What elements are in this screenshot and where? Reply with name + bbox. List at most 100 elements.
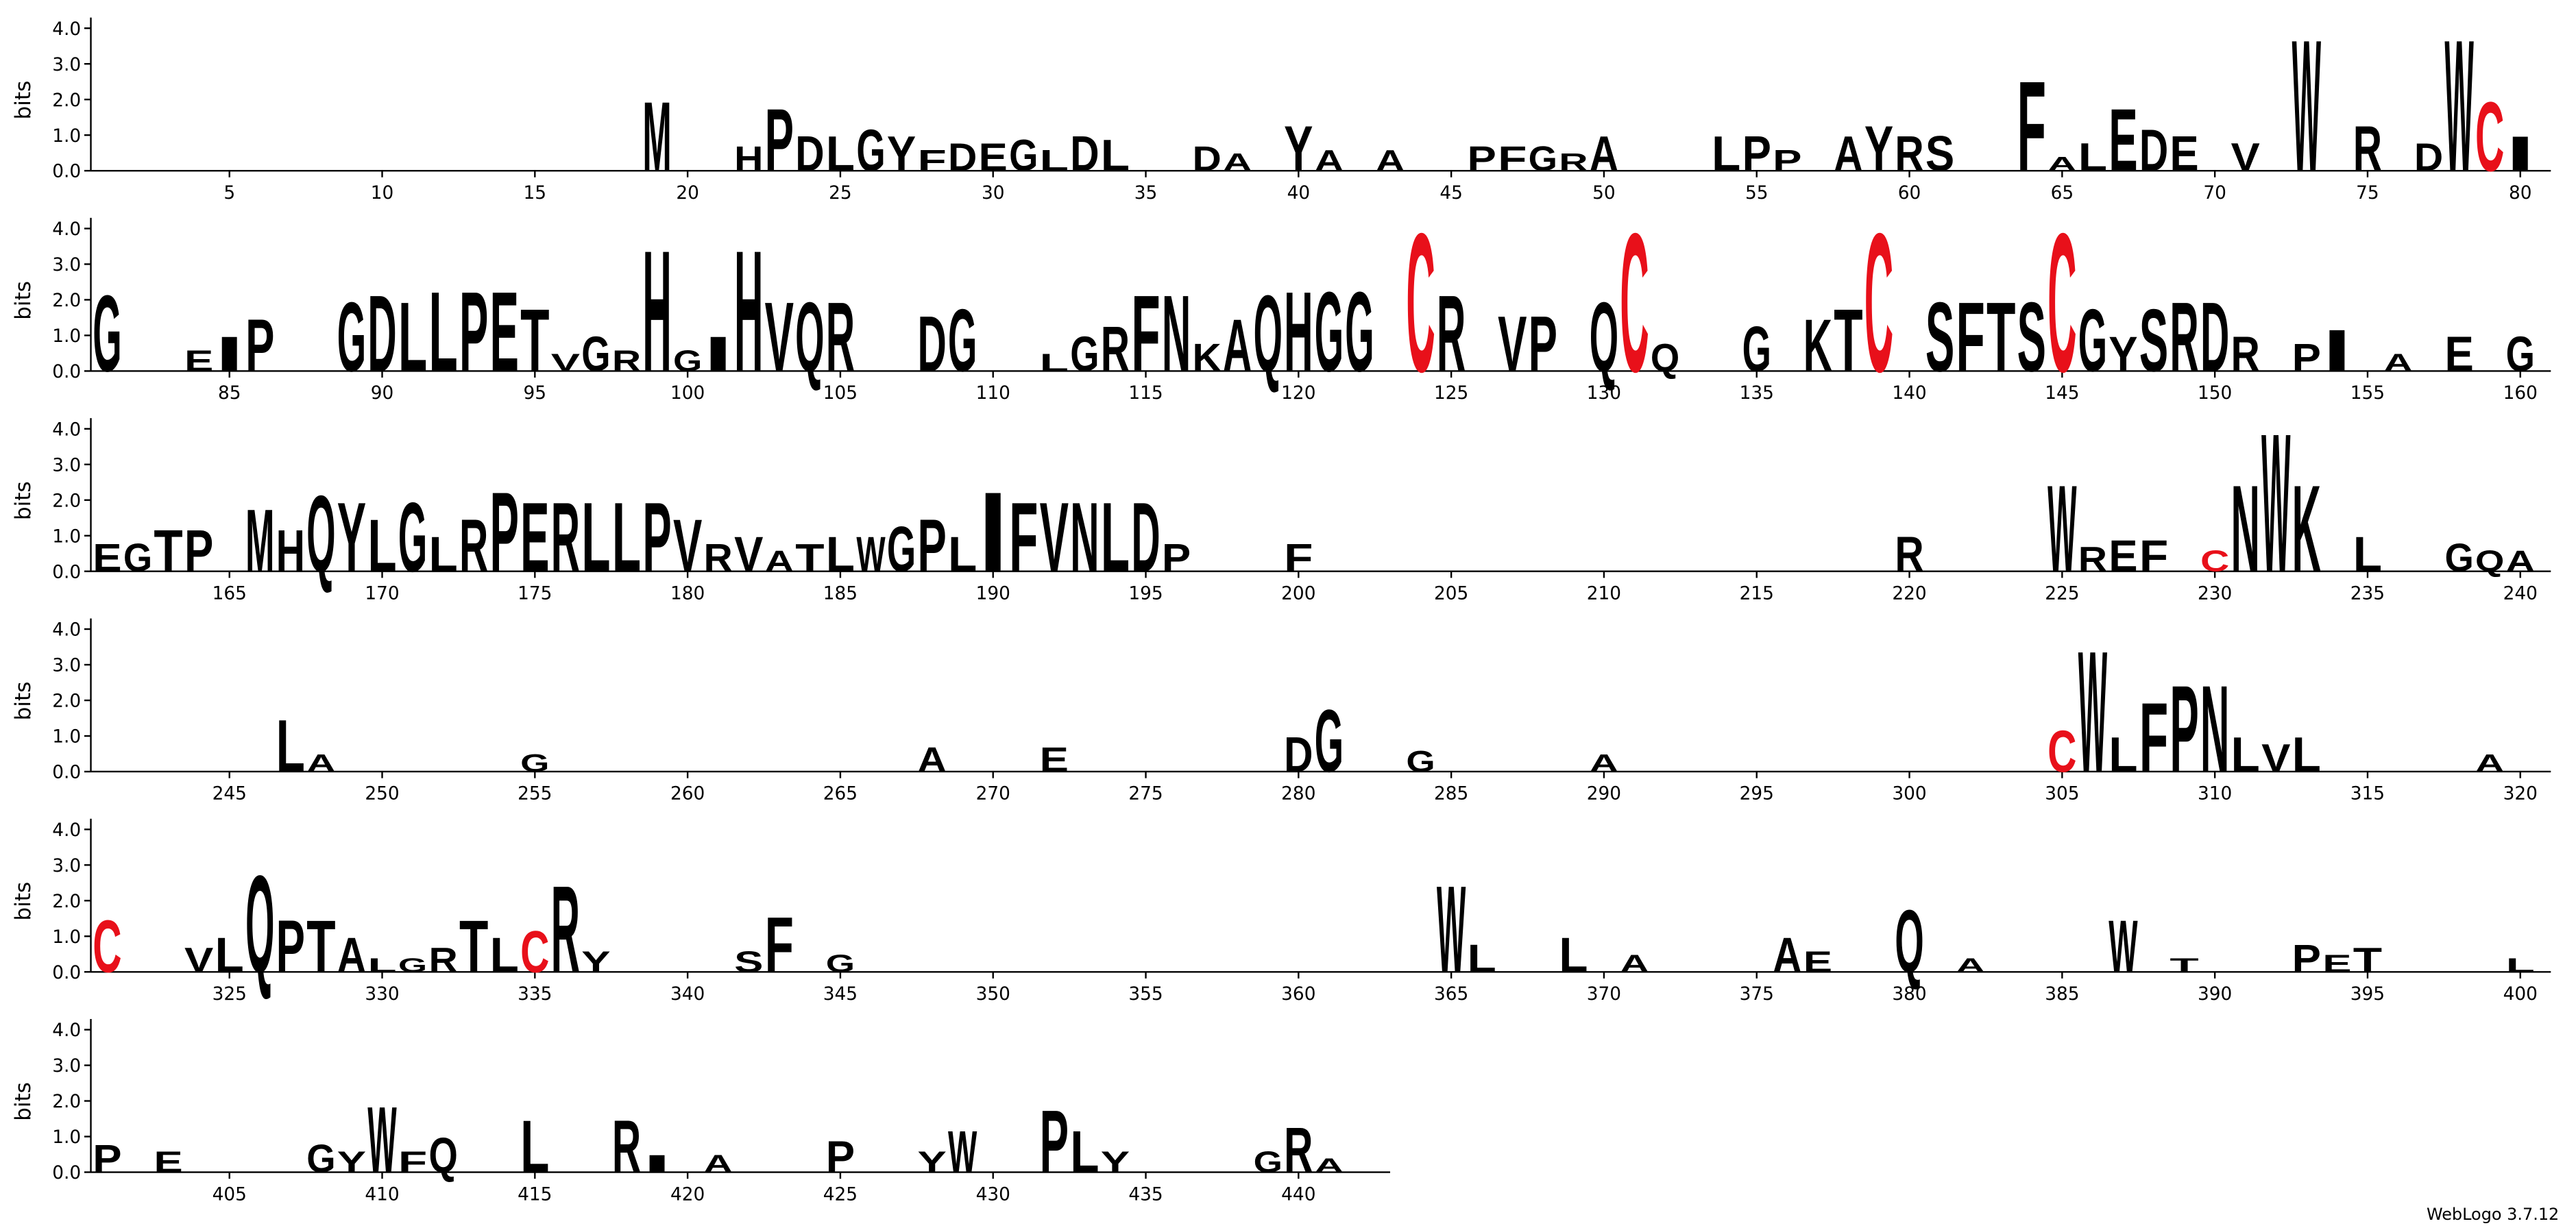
logo-letter: L [2292,727,2321,782]
logo-letter: L [367,504,396,587]
logo-letter: I [2322,317,2351,384]
y-tick-label: 1.0 [52,326,81,347]
x-tick-label: 440 [1281,1184,1315,1205]
y-tick-label: 2.0 [52,291,81,311]
logo-letter: A [1773,927,1801,982]
x-tick-label: 165 [212,583,247,604]
logo-letter: S [1925,282,1954,392]
logo-letter: I [704,327,733,382]
logo-letter: W [2109,905,2137,988]
x-tick-label: 340 [670,984,705,1005]
logo-letter: L [2353,527,2382,582]
logo-letter: K [1803,304,1832,387]
logo-letter: D [917,299,946,388]
x-tick-label: 230 [2198,583,2232,604]
logo-letter: P [245,304,274,387]
y-tick-label: 4.0 [52,620,81,641]
x-tick-label: 415 [518,1184,552,1205]
logo-letter: G [1345,268,1374,395]
logo-letter: F [1131,273,1160,394]
logo-letter: L [612,482,641,593]
logo-letter: N [2200,659,2229,798]
x-tick-label: 410 [365,1184,399,1205]
logo-letter: E [184,345,213,378]
x-tick-label: 245 [212,784,247,805]
x-tick-label: 95 [524,383,547,404]
logo-letter: W [1437,859,1466,998]
logo-letter: W [2444,1,2473,210]
x-tick-label: 305 [2045,784,2079,805]
y-tick-label: 1.0 [52,727,81,748]
logo-letter: H [1284,268,1313,395]
x-tick-label: 90 [371,383,394,404]
y-axis-label: bits [11,882,36,921]
y-tick-label: 4.0 [52,419,81,440]
x-tick-label: 160 [2503,383,2538,404]
logo-letter: L [276,704,305,788]
logo-letter: Q [1254,273,1283,394]
logo-letter: P [2292,336,2321,380]
x-tick-label: 20 [676,183,699,204]
logo-letter: A [704,1150,733,1177]
logo-letter: P [1773,144,1801,177]
logo-letter: R [826,282,855,392]
logo-letter: E [1040,741,1069,779]
y-tick-label: 0.0 [52,162,81,182]
x-tick-label: 175 [518,583,552,604]
logo-letter: P [490,468,519,595]
logo-letter: R [704,537,733,580]
logo-letter: P [765,90,794,190]
logo-letter: C [2200,545,2229,578]
logo-letter: A [1223,304,1252,387]
logo-letter: H [642,214,671,408]
logo-letter: G [337,282,366,392]
logo-letter: M [642,82,671,192]
logo-letter: F [2139,532,2168,582]
x-tick-label: 400 [2503,984,2538,1005]
x-tick-label: 425 [823,1184,858,1205]
logo-letter: H [276,518,305,585]
logo-letter: G [1070,327,1099,382]
logo-letter: A [1956,955,1984,977]
logo-letter: R [2078,541,2107,579]
logo-letter: H [734,140,763,178]
logo-letter: D [2414,136,2443,180]
logo-letter: G [123,537,152,580]
x-tick-label: 420 [670,1184,705,1205]
logo-letter: Y [1284,113,1313,185]
y-tick-label: 0.0 [52,562,81,582]
logo-letter: T [306,905,335,988]
logo-letter: A [1590,750,1618,777]
y-tick-label: 2.0 [52,691,81,712]
logo-letter: G [398,955,427,977]
x-tick-label: 130 [1587,383,1621,404]
x-tick-label: 250 [365,784,399,805]
x-tick-label: 50 [1592,183,1616,204]
x-tick-label: 290 [1587,784,1621,805]
logo-letter: Q [1895,891,1923,991]
logo-letter: E [2444,327,2473,382]
logo-letter: H [734,214,763,408]
logo-letter: Y [337,482,366,593]
x-tick-label: 30 [982,183,1005,204]
logo-letter: A [765,545,794,578]
logo-letter: D [367,273,396,394]
logo-letter: L [428,527,457,582]
y-tick-label: 0.0 [52,963,81,983]
logo-letter: G [673,345,702,378]
x-tick-label: 45 [1439,183,1463,204]
logo-letter: C [2048,193,2076,413]
logo-letter: T [2353,941,2382,979]
x-tick-label: 140 [1892,383,1926,404]
y-tick-label: 4.0 [52,820,81,841]
logo-letter: S [734,945,763,978]
logo-letter: F [1498,140,1527,178]
logo-letter: E [979,136,1008,180]
logo-letter: L [520,1105,549,1188]
logo-letter: A [1315,144,1344,177]
logo-letter: R [1101,313,1130,385]
logo-letter: P [2170,659,2198,798]
logo-letter: P [184,518,213,585]
x-tick-label: 435 [1128,1184,1163,1205]
logo-letter: L [1040,144,1069,177]
